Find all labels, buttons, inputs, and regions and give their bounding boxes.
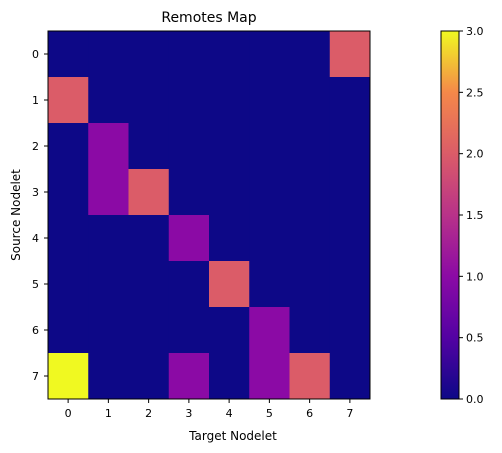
heatmap-cell-r2-c4 — [209, 123, 250, 170]
colorbar-tick-label: 3.0 — [466, 25, 484, 38]
heatmap-cell-r5-c6 — [289, 261, 331, 308]
heatmap-cell-r4-c1 — [88, 215, 129, 262]
heatmap-cell-r4-c6 — [289, 215, 331, 262]
y-tick-label: 0 — [32, 48, 39, 61]
x-tick-label: 7 — [346, 407, 353, 420]
x-tick-label: 6 — [306, 407, 313, 420]
heatmap-cell-r1-c3 — [168, 77, 210, 124]
heatmap-cell-r7-c7 — [329, 353, 371, 400]
heatmap-cell-r3-c1 — [88, 169, 129, 216]
heatmap-cell-r2-c2 — [128, 123, 170, 170]
heatmap-cell-r4-c3 — [168, 215, 210, 262]
heatmap-cell-r2-c3 — [168, 123, 210, 170]
heatmap-cell-r4-c5 — [249, 215, 290, 262]
x-axis-label: Target Nodelet — [188, 429, 277, 443]
colorbar-tick-label: 1.0 — [466, 270, 484, 283]
heatmap-cell-r1-c6 — [289, 77, 331, 124]
heatmap-cell-r6-c0 — [48, 307, 89, 354]
heatmap-cell-r1-c4 — [209, 77, 250, 124]
colorbar-tick-label: 0.0 — [466, 393, 484, 406]
heatmap-cell-r1-c0 — [48, 77, 89, 124]
y-tick-label: 4 — [32, 232, 39, 245]
heatmap-cell-r4-c2 — [128, 215, 170, 262]
x-tick-label: 0 — [65, 407, 72, 420]
x-axis-ticks: 0 1 2 3 4 5 6 7 — [65, 399, 353, 420]
y-tick-label: 1 — [32, 94, 39, 107]
heatmap-cell-r5-c1 — [88, 261, 129, 308]
heatmap-cell-r0-c2 — [128, 31, 170, 78]
heatmap-cell-r5-c3 — [168, 261, 210, 308]
heatmap-cell-r6-c4 — [209, 307, 250, 354]
heatmap-cell-r4-c4 — [209, 215, 250, 262]
heatmap-cell-r7-c0 — [48, 353, 89, 400]
heatmap-cell-r7-c1 — [88, 353, 129, 400]
heatmap-cell-r2-c0 — [48, 123, 89, 170]
x-tick-label: 5 — [266, 407, 273, 420]
heatmap-cell-r7-c4 — [209, 353, 250, 400]
heatmap-cells — [48, 31, 371, 400]
heatmap-cell-r1-c2 — [128, 77, 170, 124]
y-tick-label: 7 — [32, 370, 39, 383]
y-axis-label: Source Nodelet — [9, 169, 23, 261]
colorbar — [440, 30, 460, 400]
colorbar-tick-label: 2.0 — [466, 148, 484, 161]
heatmap-cell-r2-c5 — [249, 123, 290, 170]
x-tick-label: 3 — [185, 407, 192, 420]
heatmap-cell-r0-c7 — [329, 31, 371, 78]
y-tick-label: 6 — [32, 324, 39, 337]
heatmap-cell-r3-c3 — [168, 169, 210, 216]
heatmap-cell-r6-c2 — [128, 307, 170, 354]
heatmap-cell-r5-c5 — [249, 261, 290, 308]
heatmap-cell-r3-c7 — [329, 169, 371, 216]
colorbar-tick-label: 0.5 — [466, 332, 484, 345]
heatmap-cell-r7-c3 — [168, 353, 210, 400]
heatmap-cell-r1-c7 — [329, 77, 371, 124]
heatmap-cell-r2-c1 — [88, 123, 129, 170]
heatmap-cell-r1-c5 — [249, 77, 290, 124]
heatmap-cell-r2-c7 — [329, 123, 371, 170]
heatmap-cell-r6-c6 — [289, 307, 331, 354]
colorbar-tick-label: 1.5 — [466, 209, 484, 222]
heatmap-cell-r4-c0 — [48, 215, 89, 262]
heatmap-cell-r5-c0 — [48, 261, 89, 308]
heatmap-cell-r7-c2 — [128, 353, 170, 400]
heatmap-cell-r7-c6 — [289, 353, 331, 400]
x-tick-label: 4 — [226, 407, 233, 420]
x-tick-label: 2 — [145, 407, 152, 420]
heatmap-cell-r5-c2 — [128, 261, 170, 308]
heatmap-cell-r4-c7 — [329, 215, 371, 262]
colorbar-ticks: 0.0 0.5 1.0 1.5 2.0 2.5 3.0 — [459, 25, 484, 406]
heatmap-cell-r6-c3 — [168, 307, 210, 354]
y-tick-label: 2 — [32, 140, 39, 153]
y-tick-label: 5 — [32, 278, 39, 291]
heatmap-cell-r3-c5 — [249, 169, 290, 216]
heatmap-cell-r3-c4 — [209, 169, 250, 216]
heatmap-cell-r3-c6 — [289, 169, 331, 216]
heatmap-cell-r3-c2 — [128, 169, 170, 216]
heatmap-cell-r6-c7 — [329, 307, 371, 354]
heatmap-cell-r0-c1 — [88, 31, 129, 78]
y-tick-label: 3 — [32, 186, 39, 199]
heatmap-cell-r0-c5 — [249, 31, 290, 78]
heatmap-cell-r7-c5 — [249, 353, 290, 400]
heatmap-cell-r0-c0 — [48, 31, 89, 78]
heatmap-cell-r6-c1 — [88, 307, 129, 354]
heatmap-cell-r5-c7 — [329, 261, 371, 308]
heatmap-cell-r0-c6 — [289, 31, 331, 78]
heatmap-cell-r2-c6 — [289, 123, 331, 170]
heatmap-cell-r5-c4 — [209, 261, 250, 308]
heatmap-cell-r6-c5 — [249, 307, 290, 354]
y-axis-ticks: 0 1 2 3 4 5 6 7 — [32, 48, 48, 383]
chart-title: Remotes Map — [161, 10, 256, 26]
heatmap-cell-r1-c1 — [88, 77, 129, 124]
x-tick-label: 1 — [105, 407, 112, 420]
heatmap-cell-r0-c4 — [209, 31, 250, 78]
colorbar-tick-label: 2.5 — [466, 86, 484, 99]
plot-frame — [47, 30, 371, 400]
heatmap-cell-r3-c0 — [48, 169, 89, 216]
heatmap-cell-r0-c3 — [168, 31, 210, 78]
